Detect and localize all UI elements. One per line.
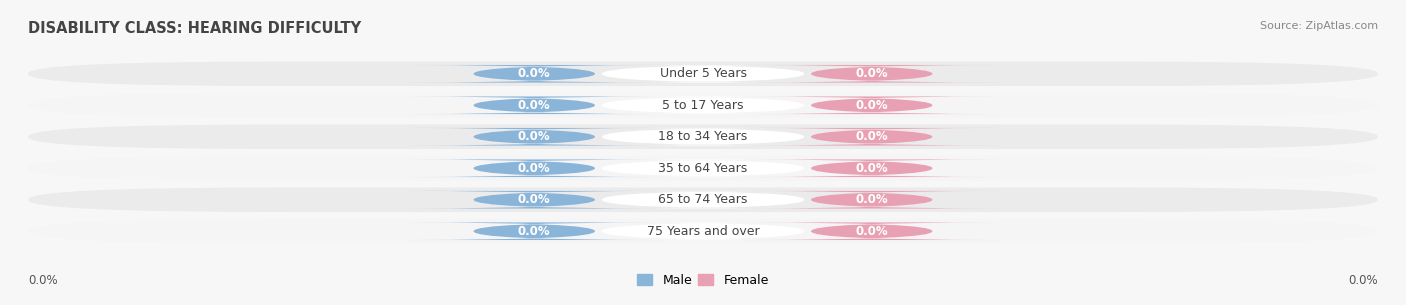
Text: 0.0%: 0.0%: [855, 193, 889, 206]
FancyBboxPatch shape: [744, 191, 1000, 209]
FancyBboxPatch shape: [744, 65, 1000, 83]
FancyBboxPatch shape: [28, 62, 1378, 86]
Text: 0.0%: 0.0%: [855, 99, 889, 112]
Text: 0.0%: 0.0%: [517, 67, 551, 80]
FancyBboxPatch shape: [28, 219, 1378, 243]
Text: 0.0%: 0.0%: [517, 193, 551, 206]
Text: 0.0%: 0.0%: [855, 162, 889, 175]
Text: 0.0%: 0.0%: [1348, 274, 1378, 287]
FancyBboxPatch shape: [406, 191, 662, 209]
Text: 0.0%: 0.0%: [855, 225, 889, 238]
Text: 18 to 34 Years: 18 to 34 Years: [658, 130, 748, 143]
Legend: Male, Female: Male, Female: [637, 274, 769, 287]
FancyBboxPatch shape: [602, 65, 804, 83]
FancyBboxPatch shape: [602, 222, 804, 240]
FancyBboxPatch shape: [406, 96, 662, 114]
Text: 0.0%: 0.0%: [517, 225, 551, 238]
FancyBboxPatch shape: [744, 160, 1000, 177]
FancyBboxPatch shape: [744, 222, 1000, 240]
Text: 0.0%: 0.0%: [517, 130, 551, 143]
FancyBboxPatch shape: [28, 93, 1378, 117]
Text: 0.0%: 0.0%: [517, 99, 551, 112]
Text: 0.0%: 0.0%: [855, 67, 889, 80]
FancyBboxPatch shape: [602, 160, 804, 177]
FancyBboxPatch shape: [744, 96, 1000, 114]
Text: 65 to 74 Years: 65 to 74 Years: [658, 193, 748, 206]
FancyBboxPatch shape: [406, 65, 662, 83]
FancyBboxPatch shape: [28, 188, 1378, 212]
Text: 35 to 64 Years: 35 to 64 Years: [658, 162, 748, 175]
FancyBboxPatch shape: [28, 124, 1378, 149]
Text: 75 Years and over: 75 Years and over: [647, 225, 759, 238]
Text: 5 to 17 Years: 5 to 17 Years: [662, 99, 744, 112]
FancyBboxPatch shape: [406, 222, 662, 240]
FancyBboxPatch shape: [28, 156, 1378, 181]
FancyBboxPatch shape: [602, 96, 804, 114]
FancyBboxPatch shape: [602, 128, 804, 145]
Text: 0.0%: 0.0%: [517, 162, 551, 175]
Text: 0.0%: 0.0%: [28, 274, 58, 287]
Text: Under 5 Years: Under 5 Years: [659, 67, 747, 80]
FancyBboxPatch shape: [406, 160, 662, 177]
FancyBboxPatch shape: [744, 128, 1000, 145]
FancyBboxPatch shape: [602, 191, 804, 209]
Text: Source: ZipAtlas.com: Source: ZipAtlas.com: [1260, 21, 1378, 31]
FancyBboxPatch shape: [406, 128, 662, 145]
Text: DISABILITY CLASS: HEARING DIFFICULTY: DISABILITY CLASS: HEARING DIFFICULTY: [28, 21, 361, 36]
Text: 0.0%: 0.0%: [855, 130, 889, 143]
